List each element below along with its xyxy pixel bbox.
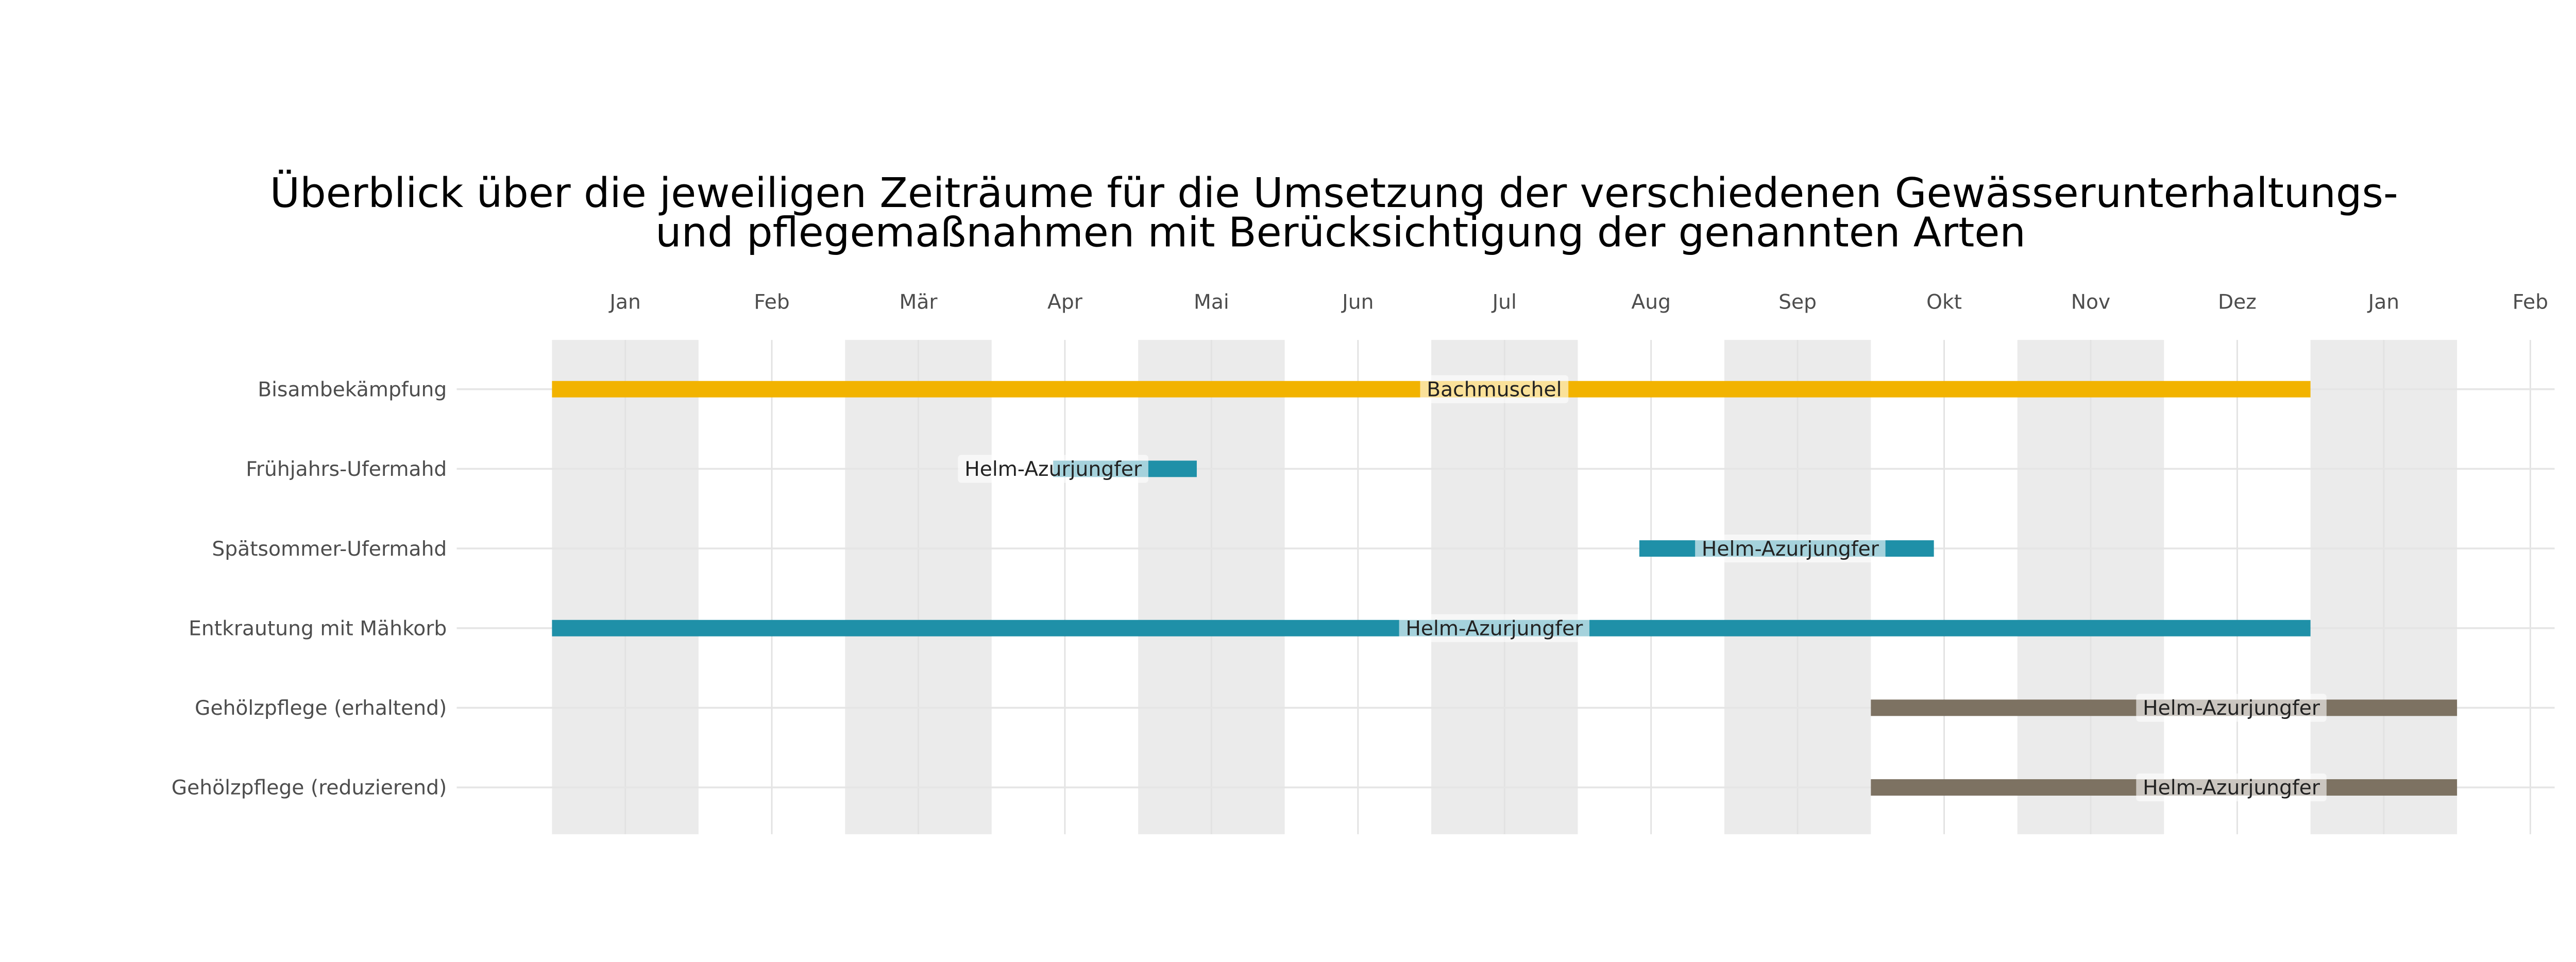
- x-tick-label: Jun: [1341, 290, 1374, 314]
- x-tick-label: Nov: [2071, 290, 2111, 314]
- y-tick-label: Bisambekämpfung: [258, 378, 447, 401]
- species-labels: Bachmuschel Helm-Azurjungfer Helm-Azurjung…: [958, 375, 2327, 802]
- x-axis-ticks: Jan Feb Mär Apr Mai Jun Jul Aug Sep Okt Nov Dez Jan F…: [608, 290, 2548, 314]
- x-tick-label: Feb: [754, 290, 789, 314]
- species-label: Helm-Azurjungfer: [2143, 777, 2320, 800]
- x-tick-label: Okt: [1926, 290, 1962, 314]
- x-tick-label: Aug: [1631, 290, 1671, 314]
- y-tick-label: Frühjahrs-Ufermahd: [246, 458, 447, 481]
- y-tick-label: Gehölzpflege (erhaltend): [195, 697, 447, 720]
- chart-title-line2: und pflegemaßnahmen mit Berücksichtigung…: [655, 208, 2026, 256]
- x-tick-label: Dez: [2218, 290, 2257, 314]
- y-tick-label: Entkrautung mit Mähkorb: [189, 617, 447, 640]
- species-label-background: [1695, 534, 1886, 563]
- vertical-gridlines: [624, 340, 2531, 834]
- species-label: Helm-Azurjungfer: [1405, 617, 1583, 640]
- x-tick-label: Sep: [1778, 290, 1817, 314]
- species-label-background: [2136, 773, 2327, 802]
- x-tick-label: Jan: [2367, 290, 2399, 314]
- y-tick-label: Gehölzpflege (reduzierend): [172, 777, 447, 800]
- species-label-background: [1420, 375, 1569, 403]
- gantt-chart: Überblick über die jeweiligen Zeiträume …: [172, 169, 2555, 834]
- y-axis-labels: Bisambekämpfung Frühjahrs-Ufermahd Spätsom…: [172, 378, 447, 799]
- species-label-background: [2136, 694, 2327, 722]
- x-tick-label: Apr: [1047, 290, 1083, 314]
- chart-title: Überblick über die jeweiligen Zeiträume …: [270, 169, 2398, 217]
- species-label: Helm-Azurjungfer: [1702, 538, 1879, 561]
- species-label-background: [1399, 614, 1590, 642]
- y-tick-label: Spätsommer-Ufermahd: [212, 538, 447, 561]
- x-tick-label: Mai: [1194, 290, 1229, 314]
- species-label-background: [958, 455, 1148, 483]
- species-label: Helm-Azurjungfer: [2143, 697, 2320, 720]
- x-tick-label: Mär: [900, 290, 938, 314]
- x-tick-label: Jul: [1491, 290, 1517, 314]
- species-label: Helm-Azurjungfer: [964, 458, 1142, 481]
- species-label: Bachmuschel: [1427, 378, 1562, 401]
- x-tick-label: Feb: [2513, 290, 2548, 314]
- x-tick-label: Jan: [608, 290, 640, 314]
